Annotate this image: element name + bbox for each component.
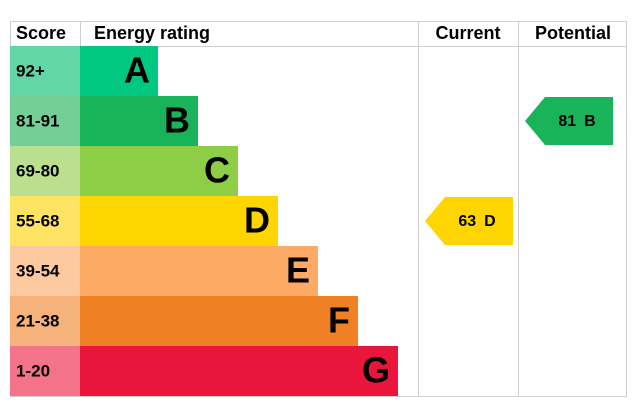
score-label: 39-54 <box>16 261 60 280</box>
rating-letter: F <box>328 300 350 341</box>
score-cell <box>10 296 80 346</box>
score-cell <box>10 346 80 396</box>
rating-letter: G <box>362 350 390 391</box>
potential-letter: B <box>584 113 596 130</box>
rating-letter: A <box>124 50 150 91</box>
rating-bar <box>80 196 278 246</box>
current-letter: D <box>484 213 496 230</box>
score-cell <box>10 46 80 96</box>
current-label: 63 D <box>458 213 495 230</box>
score-cell <box>10 246 80 296</box>
score-label: 55-68 <box>16 211 59 230</box>
score-cell <box>10 146 80 196</box>
header-score: Score <box>16 23 66 43</box>
header-current: Current <box>435 23 500 43</box>
potential-label: 81 B <box>558 113 595 130</box>
score-cell <box>10 196 80 246</box>
potential-arrow <box>525 97 613 145</box>
rating-bar <box>80 346 398 396</box>
potential-value: 81 <box>558 113 576 130</box>
header-potential: Potential <box>535 23 611 43</box>
rating-letter: E <box>286 250 310 291</box>
score-label: 81-91 <box>16 111 59 130</box>
rating-bar <box>80 46 158 96</box>
current-arrow <box>425 197 513 245</box>
score-label: 69-80 <box>16 161 59 180</box>
rating-letter: B <box>164 100 190 141</box>
rating-letter: D <box>244 200 270 241</box>
score-label: 1-20 <box>16 361 50 380</box>
rating-bar <box>80 146 238 196</box>
score-label: 92+ <box>16 61 45 80</box>
rating-bar <box>80 96 198 146</box>
rating-bar <box>80 246 318 296</box>
score-cell <box>10 96 80 146</box>
rating-bar <box>80 296 358 346</box>
header-rating: Energy rating <box>94 23 210 43</box>
score-label: 21-38 <box>16 311 59 330</box>
rating-letter: C <box>204 150 230 191</box>
current-value: 63 <box>458 213 476 230</box>
